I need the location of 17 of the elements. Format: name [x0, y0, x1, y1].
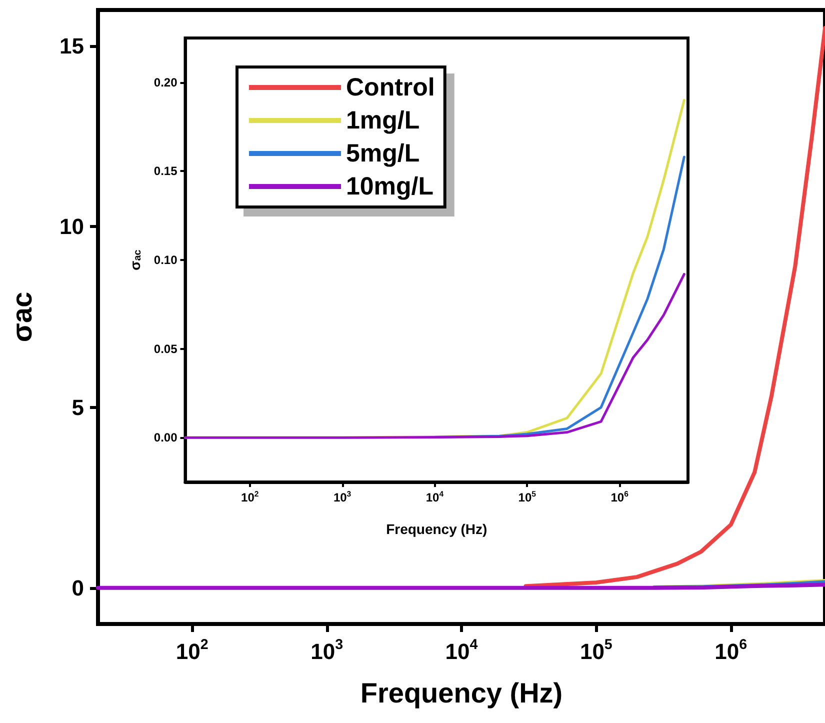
legend-label: 5mg/L	[346, 140, 420, 168]
y-tick-label: 0.00	[154, 430, 178, 445]
y-tick-label: 0.05	[154, 342, 178, 356]
legend-label: 10mg/L	[346, 172, 434, 200]
y-tick-label: 0.10	[154, 253, 178, 267]
y-axis-title: σac	[127, 249, 144, 270]
y-tick-label: 10	[60, 214, 84, 240]
y-tick-label: 0	[72, 575, 84, 600]
legend-label: 1mg/L	[346, 106, 420, 134]
y-tick-label: 5	[72, 394, 84, 420]
y-tick-label: 0.20	[154, 75, 178, 90]
y-tick-label: 15	[60, 34, 84, 59]
y-axis-title: σac	[6, 292, 38, 342]
x-axis-title: Frequency (Hz)	[360, 678, 563, 708]
y-tick-label: 0.15	[154, 164, 178, 178]
legend-label: Control	[346, 74, 435, 102]
x-axis-title: Frequency (Hz)	[386, 521, 488, 537]
